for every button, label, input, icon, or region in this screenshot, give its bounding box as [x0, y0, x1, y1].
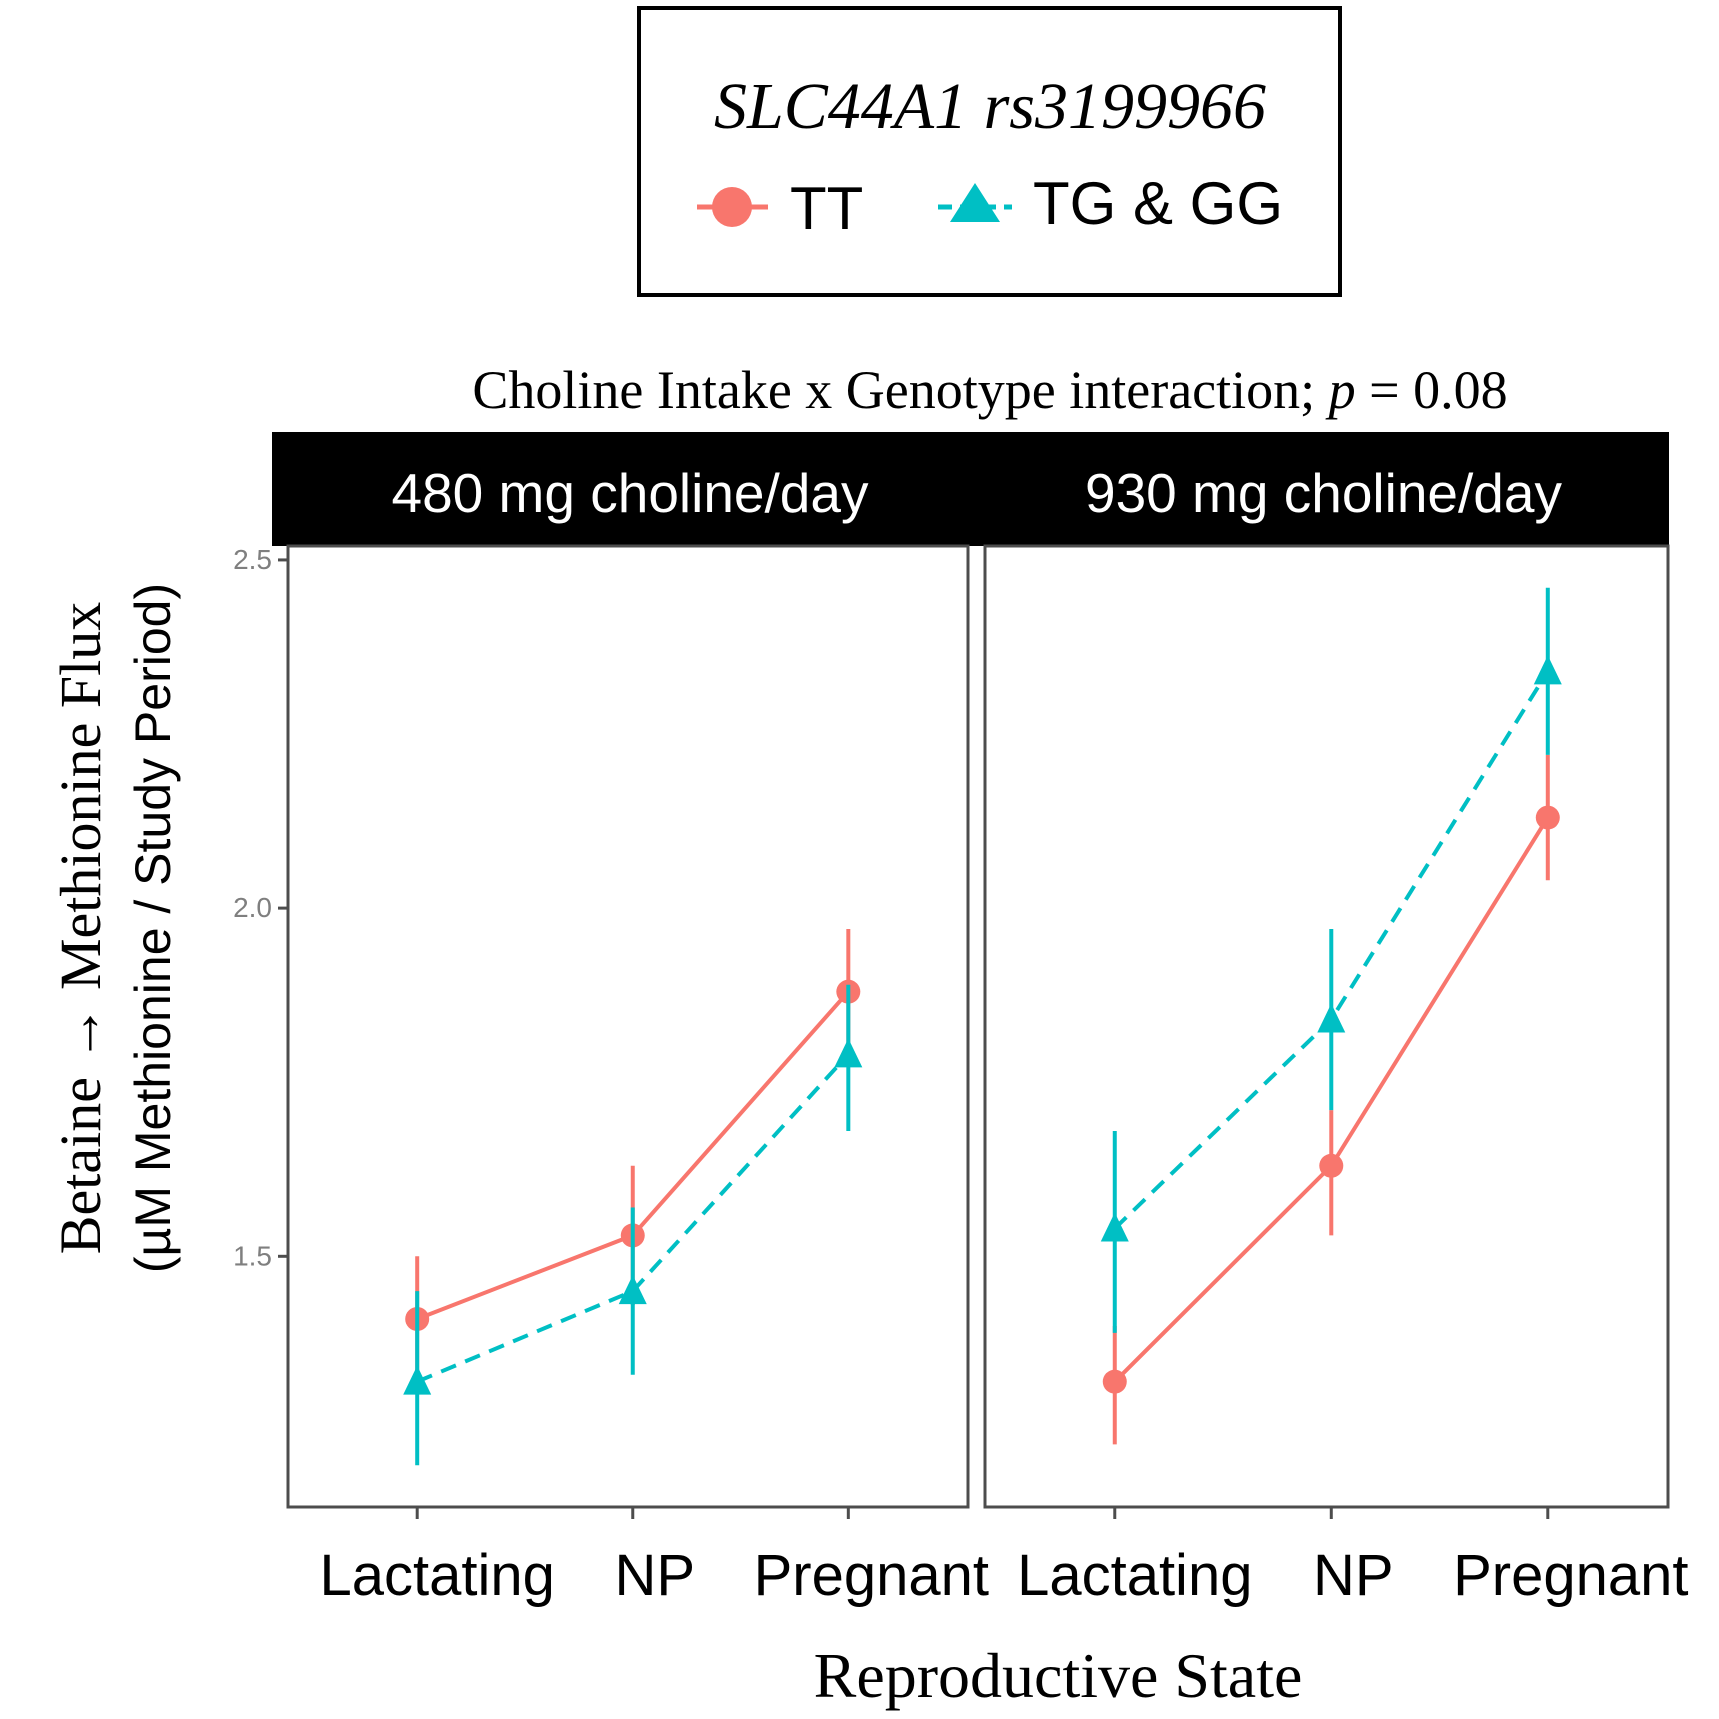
y-tick-label-1.5: 1.5 — [233, 1240, 272, 1271]
x-axis: Lactating NP Pregnant Lactating NP Pregnant — [319, 1507, 1688, 1608]
x-tick-label-930-np: NP — [1313, 1543, 1394, 1608]
point-930-tt-pregnant — [1535, 805, 1560, 830]
panel-480-frame — [286, 544, 970, 1509]
y-axis: 1.5 2.0 2.5 — [233, 544, 288, 1271]
x-tick-label-930-pregnant: Pregnant — [1453, 1543, 1688, 1608]
y-tick-label-2.5: 2.5 — [233, 544, 272, 575]
facet-strip — [272, 432, 1669, 546]
facet-label-480: 480 mg choline/day — [392, 462, 869, 524]
point-930-tg-gg-np — [1317, 1003, 1346, 1033]
point-480-tg-gg-np — [618, 1275, 647, 1305]
chart-title: Choline Intake x Genotype interaction; p… — [472, 360, 1507, 420]
facet-label-930: 930 mg choline/day — [1085, 462, 1562, 524]
legend-tt-marker — [712, 187, 752, 227]
series-line-480-tg-gg — [416, 1053, 850, 1384]
legend-tg-gg-marker — [950, 183, 1000, 222]
panel-930-plot — [1100, 587, 1562, 1445]
x-tick-label-480-np: NP — [614, 1543, 695, 1608]
point-930-tg-gg-pregnant — [1533, 655, 1562, 685]
legend-entry-tt: TT — [697, 175, 863, 242]
point-480-tg-gg-pregnant — [834, 1038, 863, 1068]
x-tick-label-480-pregnant: Pregnant — [754, 1543, 989, 1608]
point-480-tg-gg-lactating — [403, 1365, 432, 1395]
legend: SLC44A1 rs3199966 TT TG & GG — [637, 6, 1342, 297]
legend-tt-label: TT — [790, 175, 863, 242]
x-tick-label-930-lactating: Lactating — [1017, 1543, 1252, 1608]
point-930-tt-np — [1319, 1153, 1344, 1178]
y-axis-sublabel: (µM Methionine / Study Period) — [125, 583, 181, 1273]
point-930-tt-lactating — [1102, 1369, 1127, 1394]
legend-entry-tg-gg: TG & GG — [938, 170, 1283, 237]
panel-480-plot — [403, 929, 863, 1466]
x-axis-label: Reproductive State — [814, 1640, 1303, 1711]
point-930-tg-gg-lactating — [1100, 1212, 1129, 1242]
legend-tg-gg-label: TG & GG — [1033, 170, 1283, 237]
legend-box — [637, 6, 1342, 297]
y-axis-subtitle: (µM Methionine / Study Period) — [125, 583, 181, 1273]
y-tick-label-2.0: 2.0 — [233, 892, 272, 923]
legend-title: SLC44A1 rs3199966 — [714, 70, 1266, 143]
y-axis-label: Betaine → Methionine Flux — [48, 602, 113, 1254]
x-tick-label-480-lactating: Lactating — [319, 1543, 554, 1608]
y-axis-title: Betaine → Methionine Flux — [48, 602, 113, 1254]
